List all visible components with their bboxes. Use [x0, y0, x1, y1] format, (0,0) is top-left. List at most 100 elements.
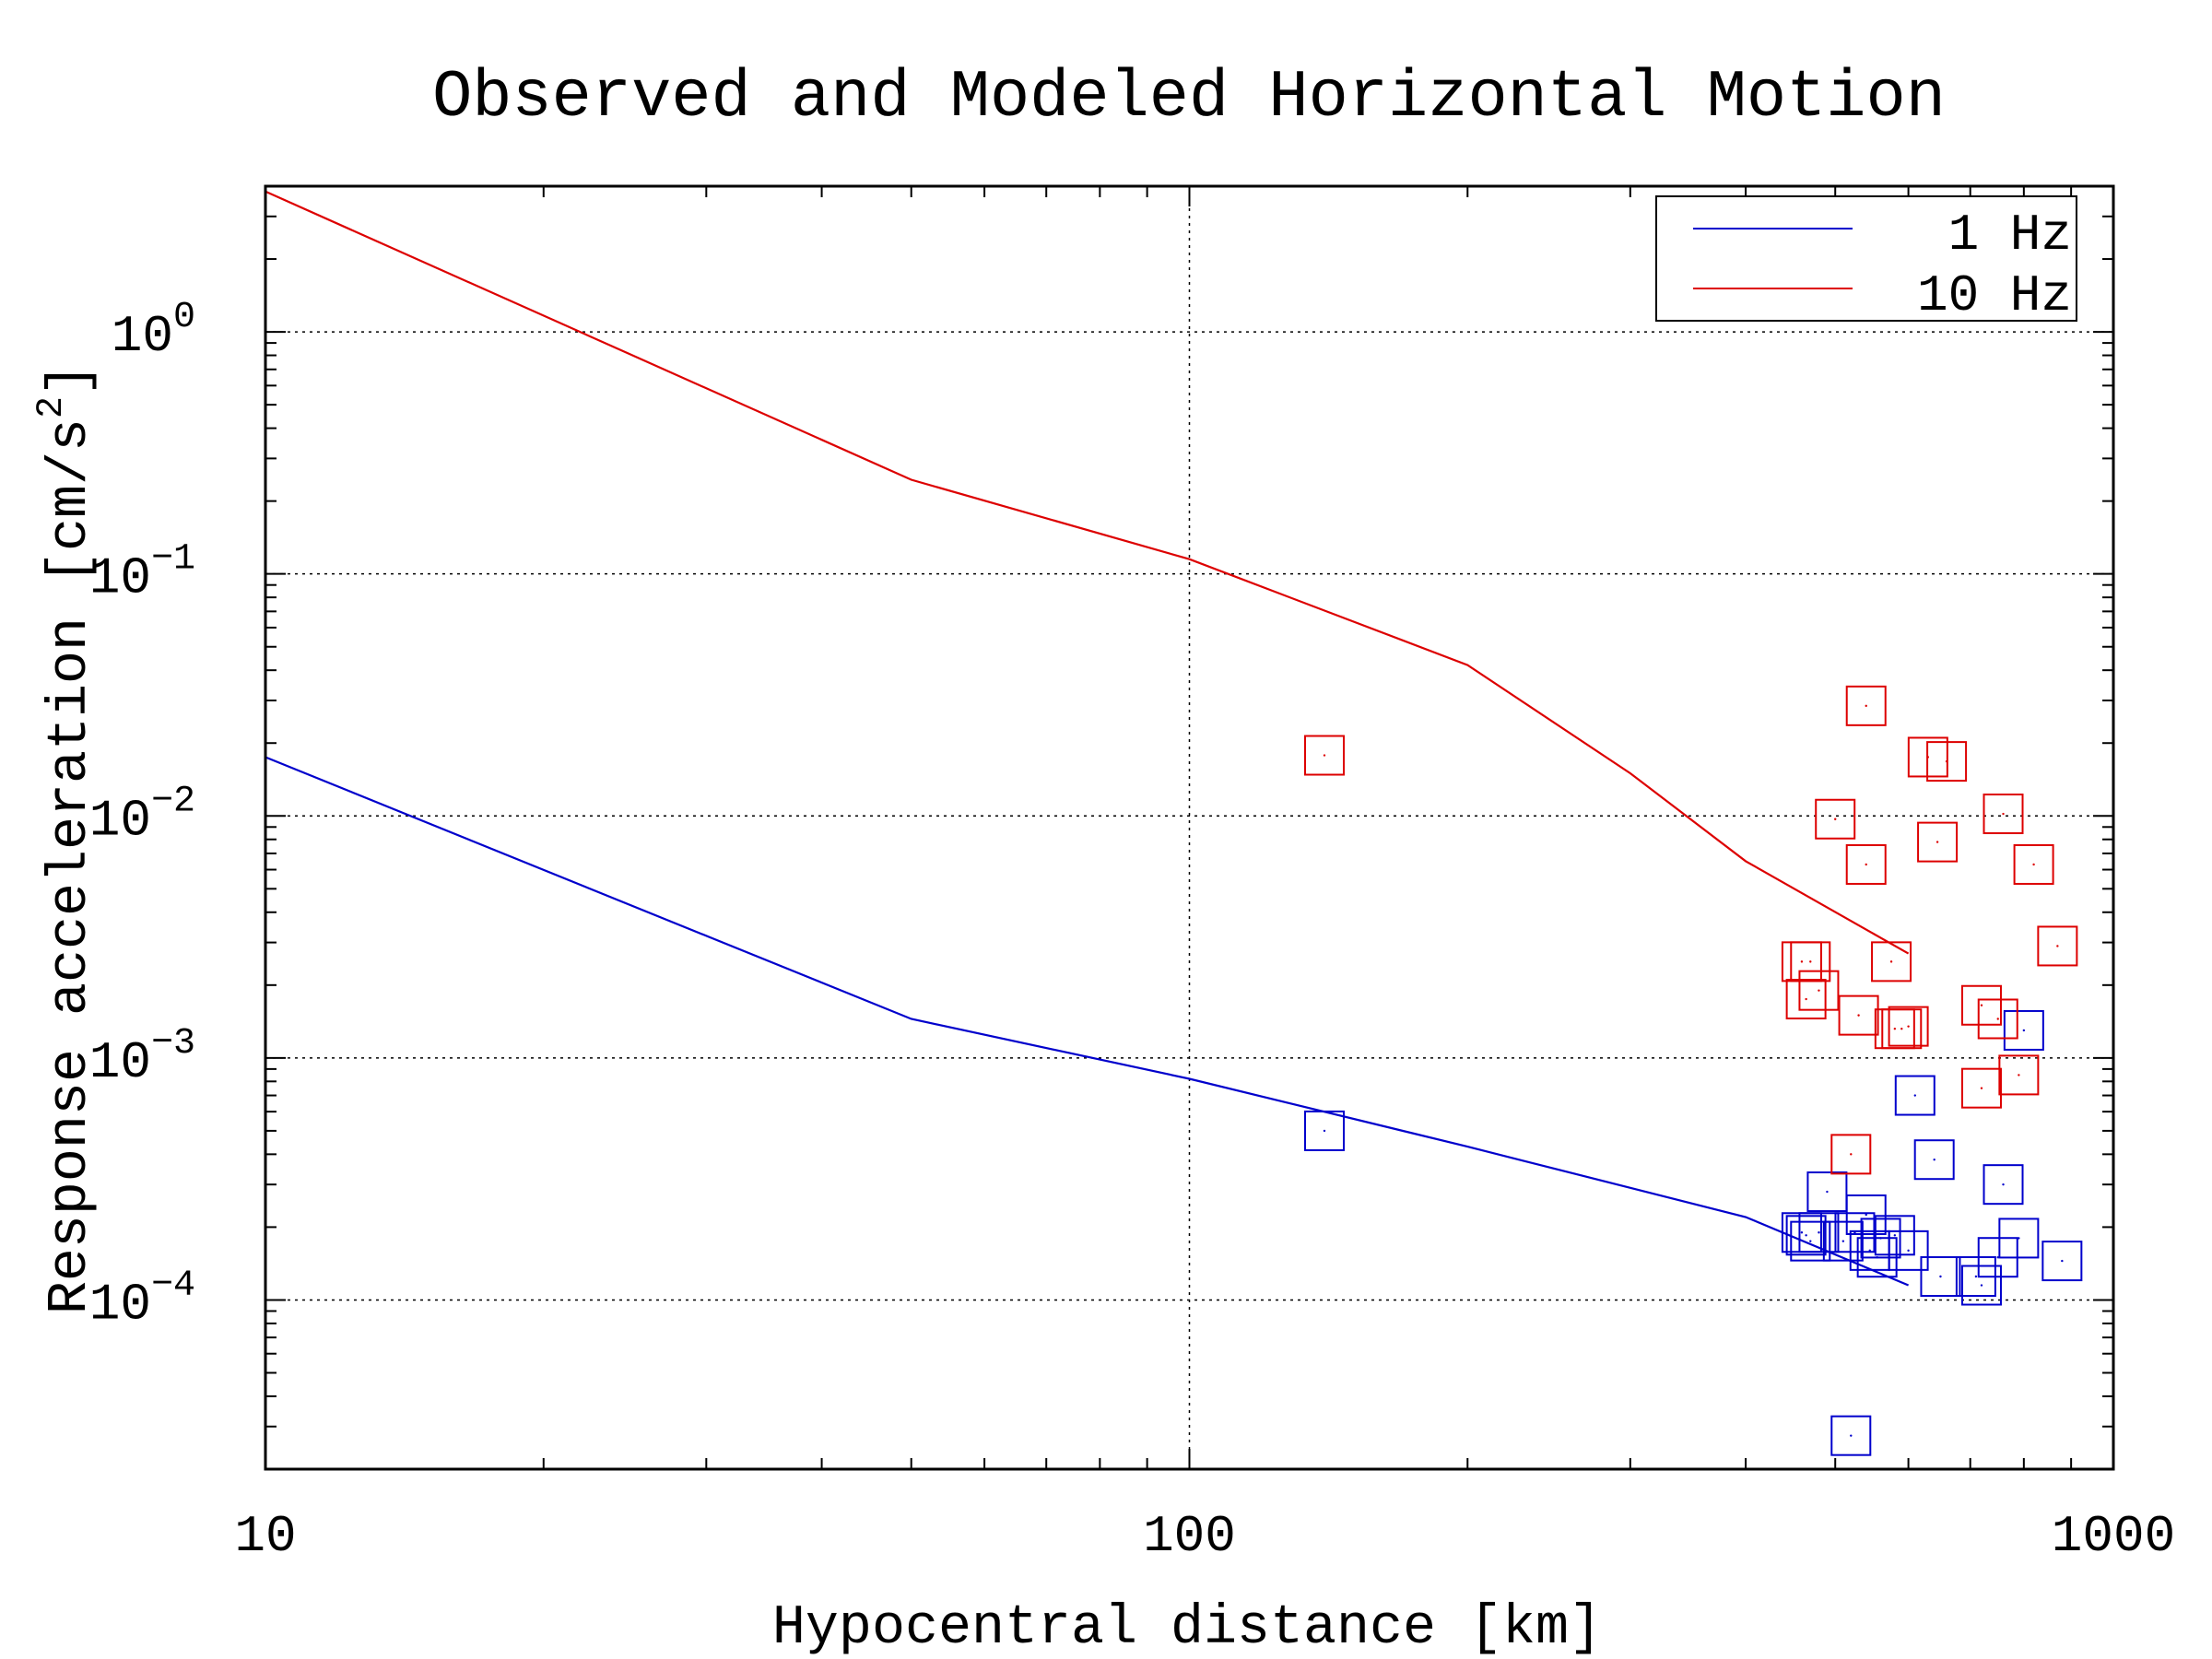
- observed-point-1hz: [1785, 1215, 1827, 1256]
- observed-point-1hz: [1894, 1075, 1936, 1116]
- x-axis-title: Hypocentral distance [km]: [772, 1597, 1602, 1659]
- observed-point-1hz: [1303, 1110, 1345, 1151]
- observed-point-center-1hz: [2002, 1182, 2005, 1186]
- observed-point-10hz: [1798, 970, 1840, 1011]
- y-tick-label: 10−4: [89, 1265, 195, 1334]
- observed-point-10hz: [1815, 798, 1856, 840]
- observed-point-center-10hz: [1865, 863, 1867, 866]
- observed-point-center-10hz: [1936, 841, 1939, 843]
- observed-point-1hz: [1798, 1212, 1840, 1253]
- observed-point-1hz: [2003, 1009, 2044, 1051]
- y-tick-label: 10−2: [89, 781, 195, 850]
- observed-point-center-1hz: [1876, 1256, 1878, 1259]
- observed-point-center-10hz: [1850, 1153, 1853, 1156]
- observed-point-center-1hz: [1996, 1256, 1999, 1259]
- observed-point-center-10hz: [1834, 818, 1837, 820]
- observed-point-center-10hz: [1980, 1004, 1983, 1006]
- observed-point-center-10hz: [2002, 812, 2005, 816]
- observed-point-center-1hz: [2061, 1259, 2064, 1263]
- observed-point-center-10hz: [1907, 1025, 1910, 1028]
- observed-point-10hz: [1845, 685, 1887, 726]
- observed-point-10hz: [1917, 821, 1959, 863]
- observed-point-10hz: [1983, 794, 2024, 835]
- chart-title: Observed and Modeled Horizontal Motion: [432, 60, 1946, 135]
- observed-point-10hz: [2013, 843, 2054, 885]
- observed-point-center-1hz: [1809, 1240, 1812, 1242]
- observed-point-10hz: [1790, 941, 1831, 982]
- observed-point-1hz: [1856, 1237, 1898, 1278]
- observed-point-10hz: [1871, 941, 1912, 982]
- observed-point-center-10hz: [1945, 759, 1948, 763]
- observed-point-center-1hz: [1841, 1240, 1845, 1242]
- observed-point-center-10hz: [1865, 704, 1867, 708]
- observed-point-1hz: [1913, 1139, 1955, 1181]
- y-tick-label: 10−3: [89, 1023, 195, 1092]
- observed-point-10hz: [1998, 1054, 2040, 1096]
- plot-frame: [264, 184, 2115, 1471]
- observed-point-center-10hz: [1980, 1087, 1983, 1089]
- x-tick-label: 1000: [2052, 1507, 2175, 1566]
- observed-point-center-10hz: [1805, 997, 1807, 1001]
- observed-point-1hz: [1960, 1265, 2002, 1306]
- x-tick-label: 10: [234, 1507, 296, 1566]
- x-tick-label: 100: [1143, 1507, 1236, 1566]
- observed-point-center-10hz: [1889, 960, 1893, 963]
- y-axis-title: Response acceleration [cm/s2]: [31, 363, 102, 1314]
- observed-point-10hz: [1303, 735, 1345, 776]
- observed-point-10hz: [1785, 979, 1827, 1020]
- y-axis-title-superscript: 2: [31, 396, 73, 418]
- grid: [265, 186, 2113, 1469]
- observed-point-10hz: [1977, 998, 2018, 1040]
- observed-point-center-1hz: [1818, 1231, 1820, 1234]
- model-line-10hz: [265, 190, 1910, 955]
- observed-point-center-10hz: [2056, 945, 2059, 947]
- observed-point-1hz: [1834, 1212, 1876, 1253]
- observed-point-10hz: [1881, 1008, 1923, 1050]
- observed-point-1hz: [2041, 1241, 2083, 1282]
- observed-point-center-1hz: [1850, 1434, 1853, 1437]
- observed-point-center-1hz: [2018, 1237, 2020, 1240]
- observed-point-10hz: [1838, 994, 1879, 1036]
- observed-point-10hz: [1960, 1067, 2002, 1109]
- observed-point-center-1hz: [2022, 1029, 2026, 1032]
- plot-area: [265, 190, 2083, 1456]
- observed-point-1hz: [1830, 1415, 1872, 1456]
- observed-point-center-10hz: [1857, 1014, 1860, 1017]
- observed-point-center-10hz: [2032, 863, 2035, 866]
- observed-point-center-1hz: [1939, 1275, 1942, 1278]
- legend: 1 Hz 10 Hz: [1655, 195, 2077, 325]
- observed-point-center-1hz: [1913, 1094, 1916, 1097]
- observed-point-1hz: [1806, 1171, 1848, 1213]
- observed-point-center-10hz: [2018, 1074, 2020, 1077]
- observed-point-center-1hz: [1323, 1129, 1326, 1133]
- observed-point-center-10hz: [1809, 960, 1812, 963]
- observed-point-10hz: [2037, 925, 2078, 967]
- observed-point-center-1hz: [1800, 1231, 1804, 1234]
- observed-point-center-1hz: [1933, 1159, 1936, 1161]
- y-axis-title-text: Response acceleration [cm/s: [40, 418, 102, 1314]
- observed-point-center-1hz: [1974, 1275, 1978, 1278]
- observed-point-1hz: [1920, 1256, 1961, 1298]
- observed-point-10hz: [1960, 984, 2002, 1026]
- observed-point-1hz: [1874, 1215, 1915, 1256]
- model-line-1hz: [265, 756, 1910, 1287]
- y-axis-title-bracket: ]: [40, 363, 102, 396]
- observed-point-10hz: [1830, 1134, 1872, 1175]
- observed-point-1hz: [1888, 1230, 1929, 1271]
- observed-point-center-1hz: [1865, 1213, 1867, 1217]
- observed-point-1hz: [1983, 1164, 2024, 1206]
- svg-text:Response acceleration [cm/s2]: Response acceleration [cm/s2]: [31, 363, 102, 1314]
- observed-point-10hz: [1926, 741, 1968, 782]
- observed-point-center-10hz: [1996, 1018, 1999, 1020]
- observed-point-1hz: [1822, 1220, 1864, 1262]
- observed-point-center-1hz: [1980, 1284, 1983, 1287]
- observed-point-center-10hz: [1893, 1028, 1897, 1030]
- observed-point-center-10hz: [1323, 754, 1326, 757]
- observed-point-1hz: [1845, 1194, 1887, 1235]
- y-tick-label: 10−1: [89, 539, 195, 608]
- observed-point-10hz: [1888, 1006, 1929, 1047]
- observed-point-center-10hz: [1818, 989, 1820, 992]
- observed-point-10hz: [1845, 843, 1887, 885]
- y-tick-labels: 100 10−1 10−2 10−3 10−4: [89, 297, 195, 1334]
- observed-point-center-1hz: [1893, 1234, 1897, 1237]
